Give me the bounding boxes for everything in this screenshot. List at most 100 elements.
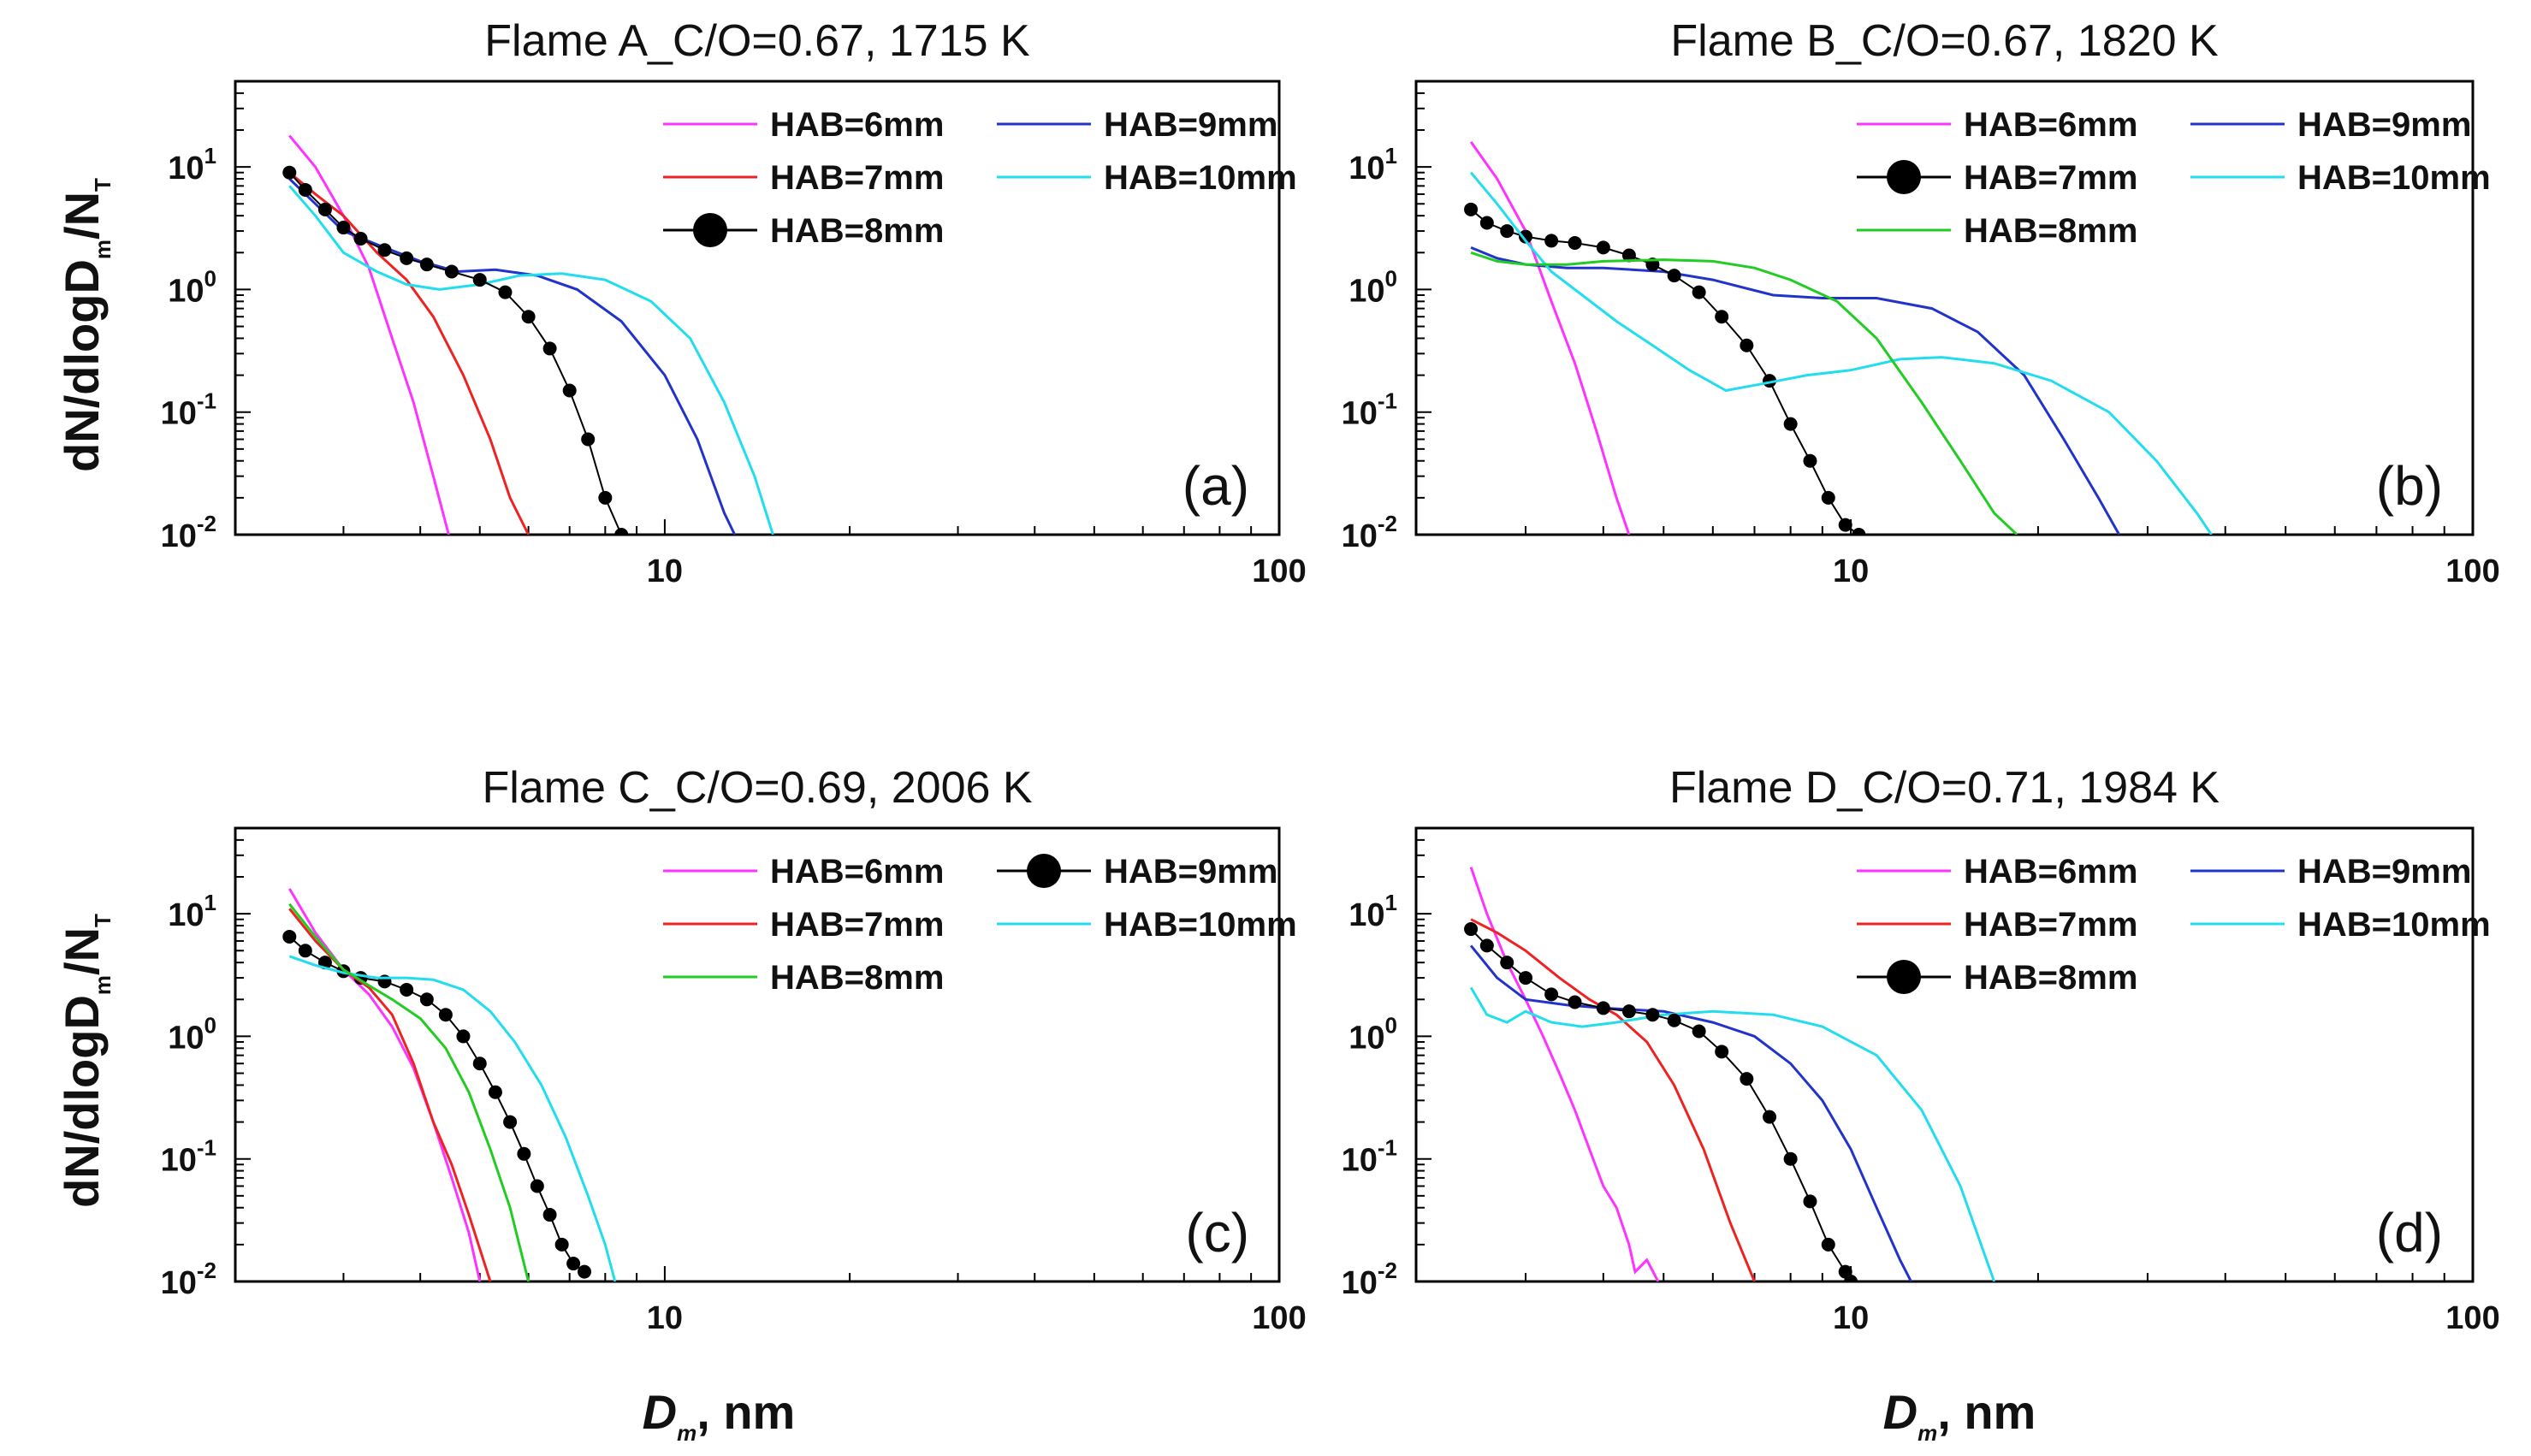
- series-line: [1469, 867, 1660, 1281]
- data-point: [472, 273, 487, 287]
- data-point: [1783, 417, 1798, 431]
- legend-label: HAB=9mm: [1104, 853, 1277, 891]
- legend-entry: HAB=10mm: [997, 159, 1297, 197]
- plot-frame: [1414, 80, 2475, 536]
- data-point: [419, 992, 434, 1007]
- data-point: [1464, 922, 1479, 937]
- data-point: [1692, 285, 1706, 299]
- legend-label: HAB=8mm: [770, 959, 944, 997]
- y-tick-label: 10-1: [161, 1135, 216, 1179]
- data-point: [530, 1179, 544, 1193]
- data-point: [298, 182, 312, 197]
- y-tick-label: 101: [1348, 890, 1397, 933]
- chart-title: Flame B_C/O=0.67, 1820 K: [1670, 16, 2219, 66]
- legend-label: HAB=10mm: [2297, 906, 2491, 944]
- chart-panel: Flame C_C/O=0.69, 2006 K (c) 10 100 101 100 10…: [161, 763, 1307, 1336]
- data-point: [1568, 995, 1582, 1009]
- data-point: [1838, 518, 1852, 532]
- data-point: [472, 1056, 487, 1071]
- data-point: [554, 1237, 569, 1252]
- data-point: [336, 221, 351, 235]
- y-tick-label: 10-2: [1342, 1258, 1397, 1301]
- legend-label: HAB=6mm: [1964, 853, 2137, 891]
- data-point: [1783, 1151, 1798, 1166]
- data-point: [1692, 1024, 1706, 1039]
- legend-label: HAB=10mm: [1104, 159, 1297, 197]
- data-point: [1740, 1072, 1754, 1086]
- series-line: [288, 185, 774, 535]
- legend-label: HAB=7mm: [1964, 906, 2137, 944]
- data-layer: [282, 888, 617, 1281]
- data-point: [1500, 956, 1514, 970]
- legend-entry: HAB=8mm: [1857, 959, 2137, 997]
- data-point: [1544, 987, 1559, 1002]
- legend-entry: HAB=7mm: [1857, 159, 2137, 197]
- legend-entry: HAB=8mm: [1857, 212, 2137, 250]
- series-line: [288, 908, 492, 1281]
- data-point: [1596, 1001, 1610, 1015]
- chart-panel: Flame A_C/O=0.67, 1715 K (a) 10 100 101 100 10…: [161, 16, 1307, 589]
- legend-entry: HAB=6mm: [663, 106, 944, 144]
- legend-entry: HAB=10mm: [997, 906, 1297, 944]
- data-point: [562, 383, 577, 398]
- y-axis-label-bottom: dN/dlogDm/NT: [55, 914, 116, 1208]
- plot-frame: [234, 826, 1281, 1283]
- y-tick-label: 100: [1348, 1012, 1397, 1056]
- x-tick-label: 10: [647, 1300, 683, 1336]
- data-point: [498, 285, 513, 299]
- legend-entry: HAB=7mm: [663, 159, 944, 197]
- data-point: [1821, 1237, 1835, 1252]
- data-point: [400, 251, 414, 265]
- data-point: [1667, 269, 1681, 283]
- plot-frame: [234, 80, 1281, 536]
- data-point: [1500, 224, 1514, 239]
- data-point: [377, 243, 392, 257]
- data-point: [1715, 310, 1729, 324]
- y-tick-label: 10-1: [1342, 388, 1397, 432]
- legend-entry: HAB=8mm: [663, 212, 944, 250]
- data-point: [444, 264, 459, 279]
- data-layer: [1464, 867, 1996, 1281]
- data-point: [1621, 1004, 1636, 1019]
- data-point: [317, 202, 332, 216]
- legend-label: HAB=8mm: [770, 212, 944, 250]
- x-tick-label: 10: [1833, 1300, 1869, 1336]
- y-tick-label: 100: [168, 1012, 216, 1056]
- data-point: [1568, 235, 1582, 250]
- data-point: [1479, 938, 1494, 953]
- data-point: [521, 310, 536, 324]
- legend-label: HAB=6mm: [770, 106, 944, 144]
- data-point: [353, 231, 368, 246]
- data-layer: [1464, 141, 2213, 535]
- data-point: [1715, 1045, 1729, 1059]
- legend-entry: HAB=8mm: [663, 959, 944, 997]
- y-tick-label: 101: [168, 890, 216, 933]
- legend-marker: [1027, 854, 1061, 888]
- data-point: [1519, 229, 1533, 244]
- data-point: [542, 341, 557, 356]
- data-point: [282, 165, 297, 180]
- data-point: [1645, 1008, 1660, 1022]
- chart-title: Flame A_C/O=0.67, 1715 K: [484, 16, 1030, 66]
- data-point: [1803, 1194, 1817, 1209]
- y-tick-label: 10-2: [161, 511, 216, 554]
- data-point: [298, 944, 312, 958]
- legend-entry: HAB=9mm: [997, 853, 1277, 891]
- series-line: [1470, 918, 1756, 1281]
- data-point: [1464, 202, 1479, 216]
- data-point: [542, 1208, 557, 1222]
- panel-label: (d): [2376, 1202, 2443, 1264]
- legend-entry: HAB=9mm: [2190, 853, 2471, 891]
- legend-entry: HAB=6mm: [663, 853, 944, 891]
- legend-marker: [693, 213, 727, 247]
- legend-label: HAB=6mm: [770, 853, 944, 891]
- legend-entry: HAB=10mm: [2190, 906, 2491, 944]
- data-point: [1621, 248, 1636, 263]
- legend-label: HAB=8mm: [1964, 959, 2137, 997]
- data-point: [581, 432, 596, 447]
- legend-label: HAB=8mm: [1964, 212, 2137, 250]
- legend-label: HAB=10mm: [2297, 159, 2491, 197]
- series-line: [1469, 944, 1912, 1281]
- legend-label: HAB=7mm: [770, 906, 944, 944]
- x-axis-label-left: Dm, nm: [643, 1385, 796, 1446]
